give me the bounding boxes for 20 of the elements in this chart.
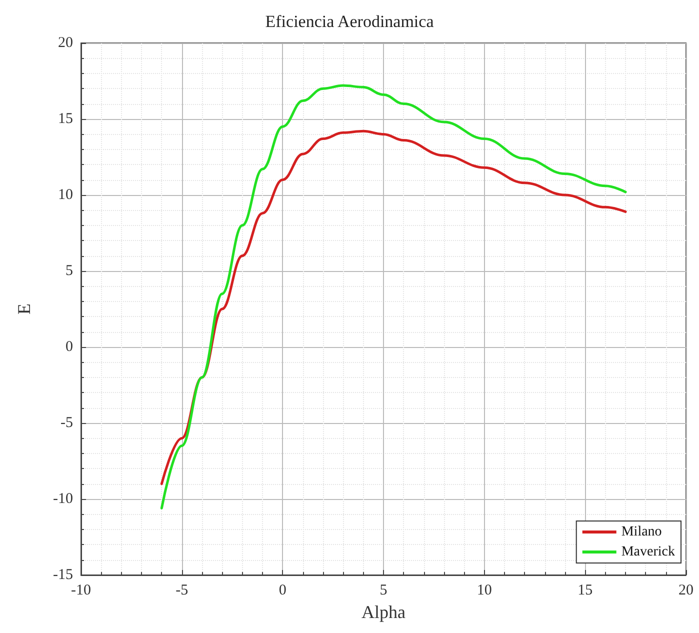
y-tick-label: 10 xyxy=(58,187,73,203)
x-tick-label: 20 xyxy=(678,582,694,598)
y-axis-title: E xyxy=(14,304,34,314)
y-tick-label: 15 xyxy=(58,111,73,127)
chart-title: Eficiencia Aerodinamica xyxy=(265,12,434,31)
x-tick-label: 5 xyxy=(380,582,388,598)
y-tick-label: 20 xyxy=(58,35,73,51)
x-tick-label: -5 xyxy=(176,582,188,598)
x-tick-label: 15 xyxy=(578,582,593,598)
y-tick-label: -15 xyxy=(53,567,73,583)
y-tick-label: 0 xyxy=(66,339,73,355)
y-tick-label: -5 xyxy=(60,415,73,431)
legend-label: Milano xyxy=(621,524,662,540)
y-tick-label: 5 xyxy=(66,263,73,279)
x-axis-title: Alpha xyxy=(362,602,406,622)
legend-label: Maverick xyxy=(621,544,676,560)
x-tick-label: 0 xyxy=(278,582,286,598)
line-series xyxy=(160,84,627,510)
x-tick-label: 10 xyxy=(476,582,492,598)
y-tick-label: -10 xyxy=(53,491,73,507)
